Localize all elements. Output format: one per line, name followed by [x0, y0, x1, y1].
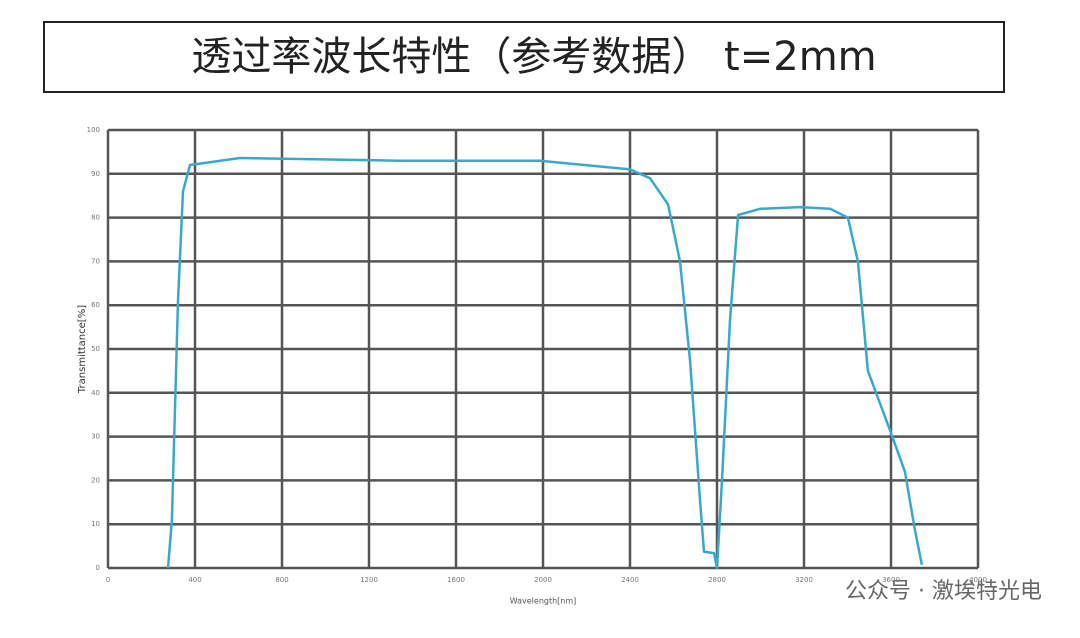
- y-tick-label: 100: [87, 126, 100, 134]
- series-line: [166, 156, 924, 570]
- y-tick-label: 20: [91, 476, 100, 484]
- x-tick-label: 2400: [621, 576, 639, 584]
- y-tick-label: 10: [91, 520, 100, 528]
- y-tick-label: 90: [91, 170, 100, 178]
- y-tick-label: 80: [91, 214, 100, 222]
- x-tick-label: 4000: [969, 576, 987, 584]
- y-tick-label: 40: [91, 389, 100, 397]
- x-tick-label: 2800: [708, 576, 726, 584]
- x-tick-label: 0: [106, 576, 110, 584]
- watermark: 公众号 · 激埃特光电: [845, 579, 1042, 604]
- y-tick-label: 60: [91, 301, 100, 309]
- x-tick-label: 2000: [534, 576, 552, 584]
- y-tick-label: 0: [96, 564, 100, 572]
- x-axis-label: Wavelength[nm]: [510, 597, 577, 606]
- x-tick-label: 1200: [360, 576, 378, 584]
- y-tick-label: 70: [91, 257, 100, 265]
- x-tick-label: 3600: [882, 576, 900, 584]
- x-tick-label: 800: [275, 576, 288, 584]
- y-axis-label: Transmittance[%]: [77, 305, 88, 394]
- x-tick-label: 400: [188, 576, 201, 584]
- x-tick-label: 1600: [447, 576, 465, 584]
- y-tick-label: 30: [91, 433, 100, 441]
- chart-title: 透过率波长特性（参考数据） t=2mm: [191, 34, 876, 80]
- title-box: [43, 21, 1005, 93]
- x-tick-label: 3200: [795, 576, 813, 584]
- y-tick-label: 50: [91, 345, 100, 353]
